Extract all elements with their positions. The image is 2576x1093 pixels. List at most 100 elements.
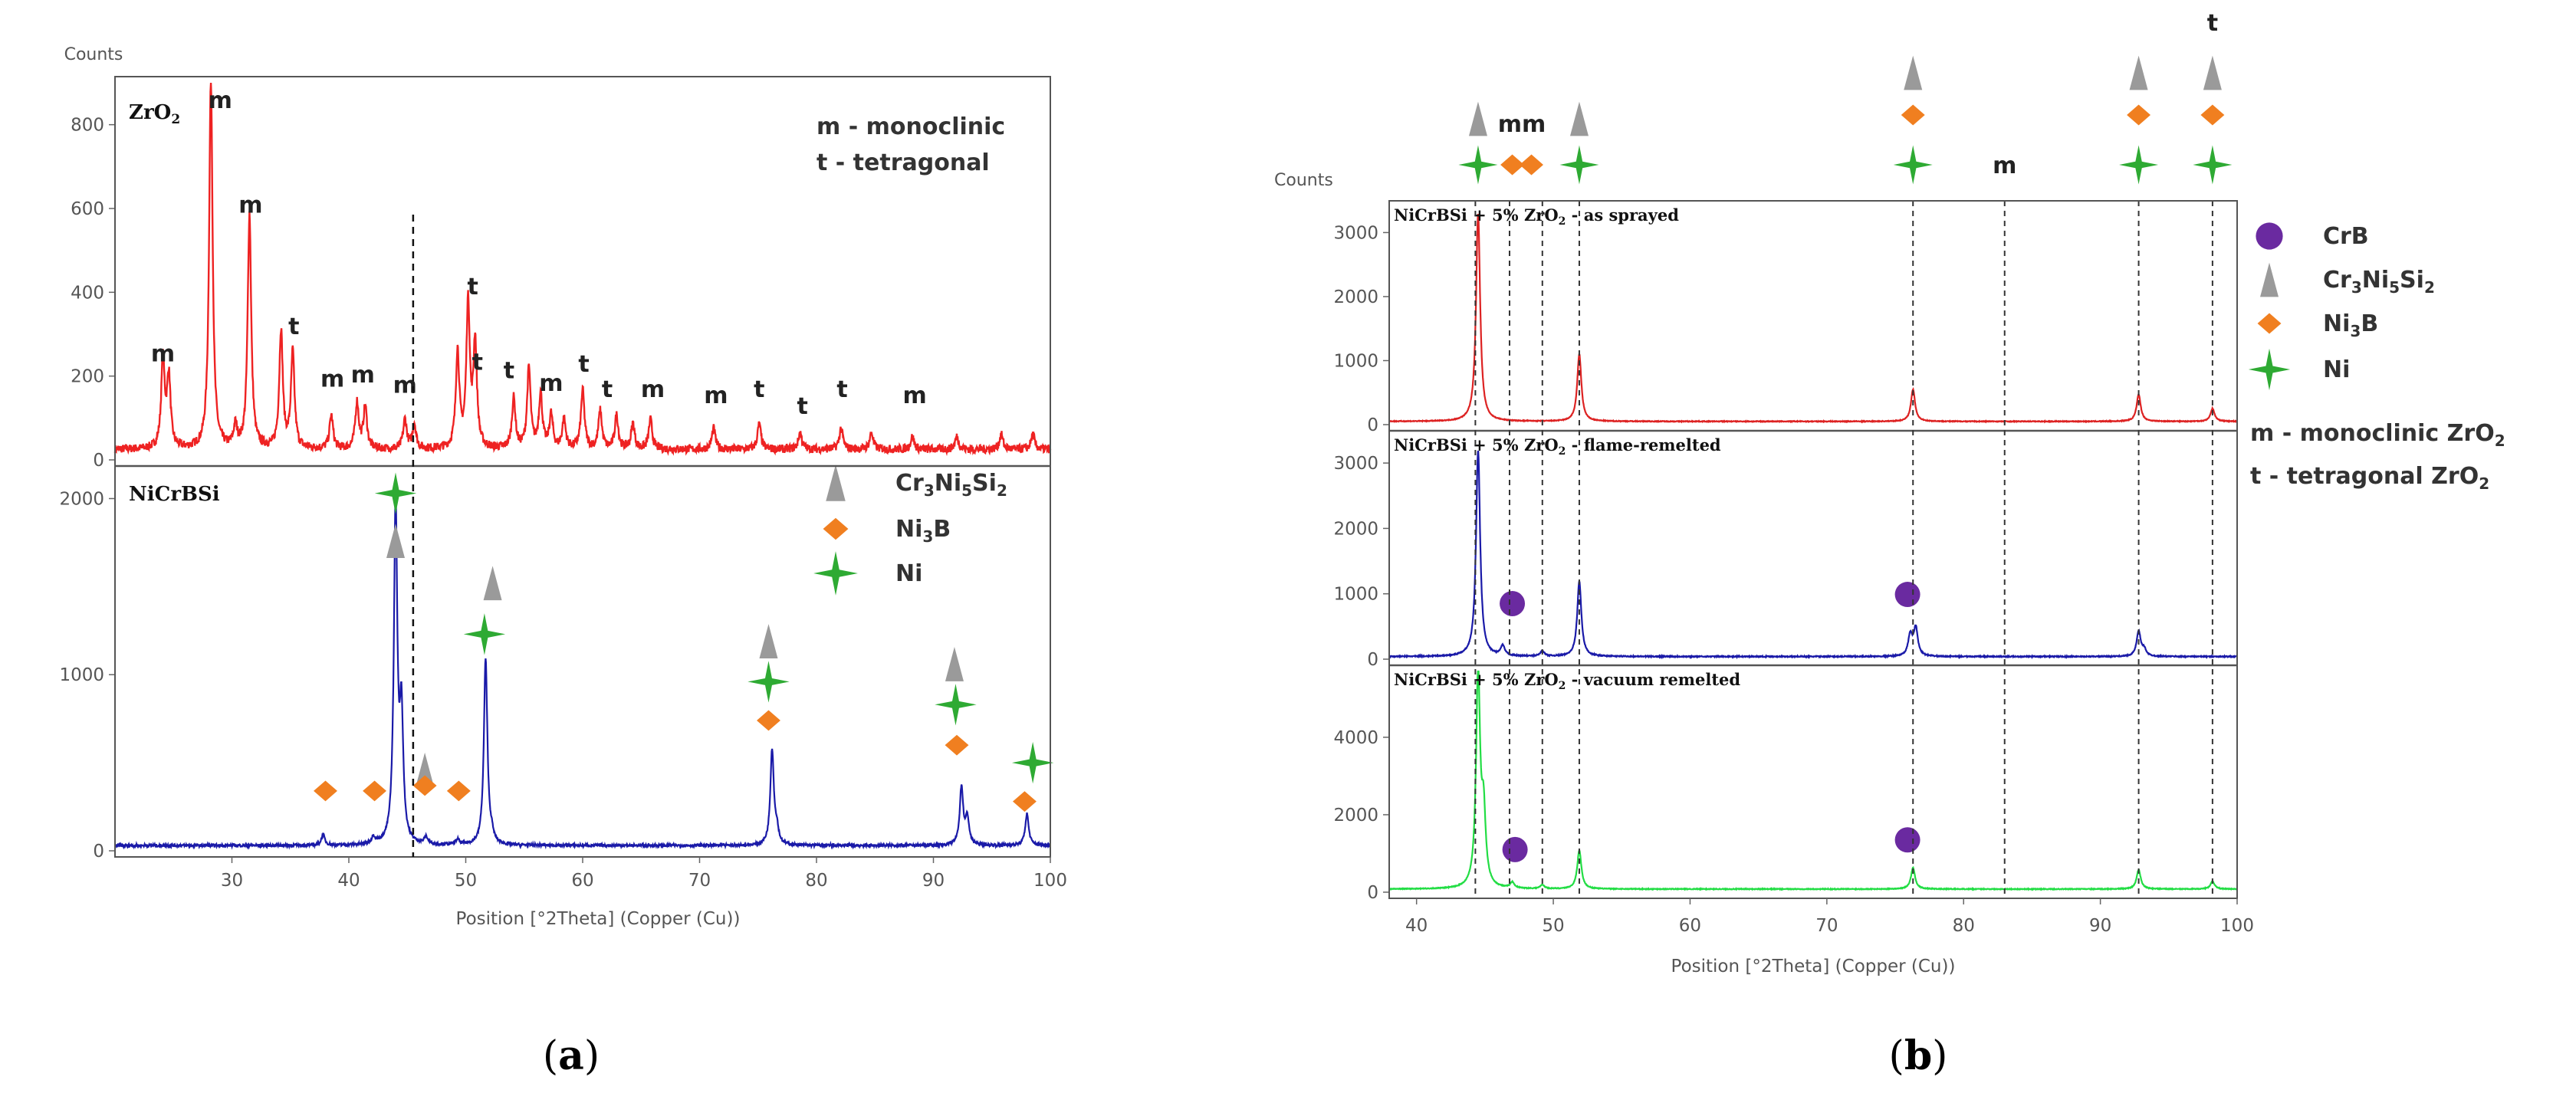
phase-label: t <box>467 274 478 300</box>
phase-label: m <box>704 382 728 409</box>
y-tick-label: 600 <box>71 199 104 219</box>
text-part: Ni <box>2362 267 2389 294</box>
subplot-title: NiCrBSi + 5% ZrO2 - flame-remelted <box>1394 435 1721 458</box>
text-part: - flame-remelted <box>1566 435 1721 455</box>
text-part: t - tetragonal ZrO <box>2250 463 2479 490</box>
x-tick-label: 90 <box>922 871 945 891</box>
y-tick-label: 0 <box>1367 883 1378 903</box>
diamond-marker <box>363 780 387 802</box>
x-tick-label: 30 <box>221 871 243 891</box>
legend-entry-1: Cr3Ni5Si2 <box>2323 267 2435 297</box>
y-tick-label: 0 <box>1367 650 1378 670</box>
phase-label: m <box>902 382 926 409</box>
phase-label: m <box>539 370 563 397</box>
x-tick-label: 50 <box>1542 916 1564 936</box>
x-tick-label: 100 <box>1033 871 1067 891</box>
text-part: 2 <box>2495 432 2505 450</box>
y-tick-label: 0 <box>93 451 104 471</box>
phase-label: t <box>797 393 808 420</box>
caption-a-open: ( <box>543 1033 558 1079</box>
legend-dot-icon <box>2256 222 2283 250</box>
tri-marker <box>759 624 778 658</box>
tri-marker <box>483 566 502 601</box>
top-diamond-marker <box>2127 104 2151 126</box>
phase-label-m: m <box>1993 153 2016 179</box>
y-tick-label: 400 <box>71 283 104 303</box>
text-part: Cr <box>895 470 924 497</box>
subplot-sprayed: 0 1000 2000 3000 NiCrBSi + 5% ZrO2 - as spra… <box>1333 205 2238 435</box>
legend-entry-0: Cr3Ni5Si2 <box>895 470 1007 500</box>
dot-marker <box>1502 836 1528 862</box>
legend-entry-2: Ni <box>895 560 922 587</box>
x-tick-label: 100 <box>2220 916 2254 936</box>
text-part: B <box>2361 310 2378 337</box>
top-star-marker <box>1559 145 1599 185</box>
legend-phase-1: t - tetragonal ZrO2 <box>2250 463 2489 493</box>
text-part: CrB <box>2323 223 2369 250</box>
diamond-marker <box>945 734 969 756</box>
diamond-marker <box>1012 791 1037 812</box>
legend-monoclinic: m - monoclinic <box>816 113 1005 140</box>
legend-diamond-icon <box>2257 313 2282 334</box>
text-part: Ni <box>2323 356 2350 383</box>
star-marker <box>463 613 506 655</box>
text-part: 2 <box>2479 474 2489 493</box>
spectrum-line-zro2 <box>113 82 1052 457</box>
subplot-vacuum: 0 2000 4000 NiCrBSi + 5% ZrO2 - vacuum reme… <box>1333 670 2238 903</box>
caption-a-close: ) <box>584 1033 600 1079</box>
phase-label: t <box>504 357 514 384</box>
star-marker <box>374 472 417 514</box>
top-star-marker <box>2119 145 2159 185</box>
phase-label: m <box>320 366 344 392</box>
phase-label-mm: mm <box>1498 111 1546 138</box>
dot-marker <box>1894 827 1921 853</box>
text-part: 5 <box>2389 278 2400 297</box>
plot-frame-b <box>1388 200 2238 899</box>
phase-label: m <box>209 87 232 114</box>
tri-marker <box>416 752 435 787</box>
caption-a: (a) <box>543 1032 600 1079</box>
star-marker <box>935 684 977 726</box>
subplot-title: NiCrBSi <box>129 483 220 506</box>
text-part: Ni <box>895 516 922 543</box>
text-part: B <box>933 516 951 543</box>
legend-entry-0: CrB <box>2323 223 2369 250</box>
text-part: Si <box>972 470 997 497</box>
text-part: 3 <box>924 481 935 500</box>
text-part: ZrO <box>129 101 171 124</box>
phase-label: t <box>578 351 589 378</box>
diamond-marker <box>757 710 780 731</box>
diamond-marker <box>446 780 471 802</box>
y-tick-label: 2000 <box>1333 519 1378 539</box>
text-part: Ni <box>935 470 961 497</box>
phase-label: m <box>641 376 665 403</box>
caption-b-close: ) <box>1932 1033 1947 1079</box>
top-tri-marker <box>1468 101 1487 136</box>
top-star-marker <box>1458 145 1498 185</box>
diamond-marker <box>412 775 437 796</box>
phase-label: t <box>836 376 847 403</box>
top-star-marker <box>2193 145 2233 185</box>
text-part: Cr <box>2323 267 2351 294</box>
text-part: 3 <box>922 527 933 546</box>
top-diamond-marker <box>1500 154 1525 176</box>
caption-b: (b) <box>1889 1032 1948 1079</box>
x-tick-label: 90 <box>2089 916 2111 936</box>
spectrum-line-sprayed <box>1388 213 2238 424</box>
x-tick-label: 80 <box>805 871 827 891</box>
y-tick-label: 2000 <box>1333 287 1378 307</box>
top-tri-marker <box>1904 55 1923 90</box>
y-tick-label: 0 <box>93 842 104 862</box>
y-axis-label: Counts <box>64 45 123 64</box>
y-tick-label: 1000 <box>1333 585 1378 605</box>
text-part: 2 <box>1559 445 1566 458</box>
text-part: 3 <box>2351 278 2362 297</box>
y-axis-label: Counts <box>1274 171 1333 190</box>
text-part: Ni <box>895 560 922 587</box>
y-tick-label: 2000 <box>1333 806 1378 825</box>
legend-tetragonal: t - tetragonal <box>816 149 990 176</box>
spectrum-line-nicrbsi <box>114 492 1051 851</box>
